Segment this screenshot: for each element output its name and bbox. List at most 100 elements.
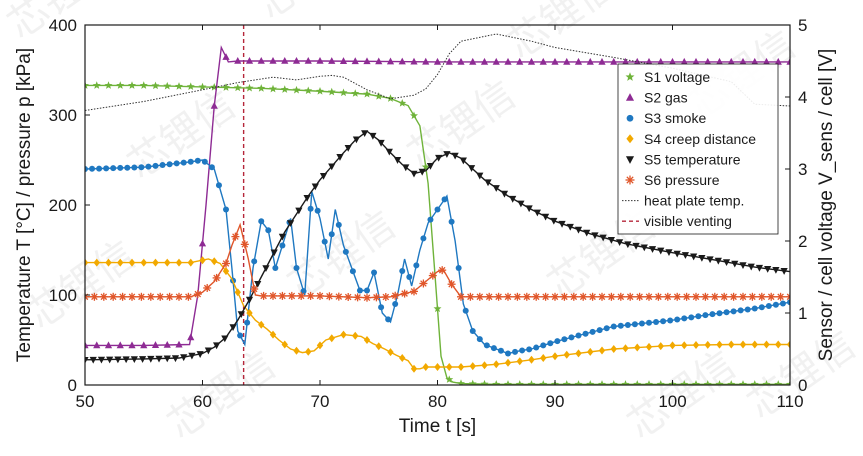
marker-triangle-up xyxy=(469,57,477,65)
marker-triangle-up xyxy=(304,57,312,64)
marker-circle xyxy=(455,265,462,271)
y-right-tick-label: 0 xyxy=(798,376,807,395)
marker-circle xyxy=(420,235,427,242)
marker-triangle-up xyxy=(680,57,688,65)
marker-triangle-up xyxy=(339,57,348,64)
marker-diamond xyxy=(587,347,594,356)
y-left-tick-label: 100 xyxy=(49,286,77,305)
x-tick-label: 50 xyxy=(76,392,95,411)
marker-circle xyxy=(85,166,88,172)
marker-asterisk-stroke xyxy=(156,293,164,301)
marker-star xyxy=(515,380,524,385)
marker-diamond xyxy=(786,340,790,349)
marker-triangle-up xyxy=(210,102,218,109)
marker-triangle-down xyxy=(171,355,180,363)
marker-circle xyxy=(173,160,180,167)
marker-asterisk xyxy=(118,292,127,301)
marker-diamond xyxy=(399,354,406,362)
marker-diamond xyxy=(199,256,206,265)
marker-star xyxy=(609,380,618,385)
marker-circle xyxy=(603,325,610,332)
marker-triangle-down xyxy=(114,356,122,364)
marker-asterisk-stroke xyxy=(222,260,230,267)
marker-diamond xyxy=(775,340,782,349)
marker-asterisk xyxy=(306,291,315,300)
marker-triangle-up xyxy=(762,57,771,65)
marker-triangle-down xyxy=(616,239,624,247)
marker-asterisk-stroke xyxy=(673,293,681,301)
marker-triangle-down xyxy=(574,226,583,234)
marker-circle xyxy=(237,332,244,339)
marker-asterisk xyxy=(109,292,118,301)
marker-asterisk xyxy=(447,280,456,289)
marker-asterisk-stroke xyxy=(579,293,587,301)
marker-asterisk-stroke xyxy=(128,293,136,301)
marker-circle xyxy=(110,165,117,172)
marker-diamond xyxy=(85,258,89,267)
marker-triangle-down xyxy=(607,236,615,244)
marker-asterisk xyxy=(513,292,522,301)
legend-item: S1 voltage xyxy=(625,69,710,85)
marker-circle xyxy=(441,196,448,203)
marker-star xyxy=(774,380,783,385)
marker-triangle-up xyxy=(187,333,195,341)
marker-triangle-up xyxy=(551,57,559,65)
marker-triangle-down xyxy=(591,232,599,240)
marker-triangle-down xyxy=(377,139,385,147)
y-axis-left-label: Temperature T [°C] / pressure p [kPa] xyxy=(14,48,35,362)
marker-circle xyxy=(624,321,631,328)
marker-triangle-down xyxy=(517,200,525,208)
marker-triangle-down xyxy=(196,351,204,358)
marker-asterisk-stroke xyxy=(335,293,343,300)
marker-star xyxy=(128,81,136,89)
marker-star xyxy=(186,82,195,91)
x-tick-label: 60 xyxy=(193,392,212,411)
marker-circle xyxy=(364,287,370,294)
marker-asterisk xyxy=(297,291,306,300)
marker-asterisk xyxy=(325,292,334,301)
marker-triangle-up xyxy=(610,57,618,65)
marker-triangle-down xyxy=(369,132,377,140)
marker-circle xyxy=(201,158,208,165)
marker-asterisk-stroke xyxy=(288,292,296,300)
marker-triangle-up xyxy=(128,341,136,349)
marker-circle xyxy=(533,344,540,351)
watermark-text: 芯锂信 xyxy=(119,82,244,189)
marker-asterisk xyxy=(391,291,400,300)
marker-circle xyxy=(575,332,582,339)
marker-circle xyxy=(617,322,624,329)
marker-star xyxy=(680,380,689,385)
marker-asterisk xyxy=(203,283,212,292)
marker-triangle-down xyxy=(476,172,484,180)
marker-triangle-down xyxy=(221,335,229,343)
marker-circle xyxy=(631,321,638,328)
marker-asterisk-stroke xyxy=(720,293,728,301)
marker-asterisk-stroke xyxy=(749,293,756,301)
marker-diamond xyxy=(575,349,582,358)
marker-triangle-up xyxy=(151,341,160,348)
marker-triangle-down xyxy=(525,205,533,213)
marker-circle xyxy=(554,338,561,345)
marker-triangle-up xyxy=(751,57,759,65)
marker-asterisk-stroke xyxy=(777,293,784,301)
marker-asterisk xyxy=(701,292,710,301)
watermark-text: 芯锂信 xyxy=(249,0,374,28)
marker-asterisk-stroke xyxy=(175,293,183,301)
marker-asterisk-stroke xyxy=(260,292,267,300)
marker-diamond xyxy=(716,340,723,349)
marker-triangle-down xyxy=(85,357,89,364)
marker-asterisk xyxy=(663,292,672,301)
marker-asterisk xyxy=(438,266,447,275)
marker-asterisk xyxy=(692,292,700,301)
marker-circle xyxy=(187,158,194,165)
marker-triangle-down xyxy=(262,265,270,272)
marker-triangle-down xyxy=(542,213,550,221)
marker-triangle-up xyxy=(598,57,606,65)
marker-circle xyxy=(103,165,110,172)
marker-diamond xyxy=(316,341,324,350)
marker-asterisk xyxy=(504,292,512,301)
marker-triangle-down xyxy=(245,296,254,304)
marker-asterisk-stroke xyxy=(326,292,333,300)
marker-circle xyxy=(378,304,385,311)
marker-triangle-down xyxy=(467,165,476,172)
